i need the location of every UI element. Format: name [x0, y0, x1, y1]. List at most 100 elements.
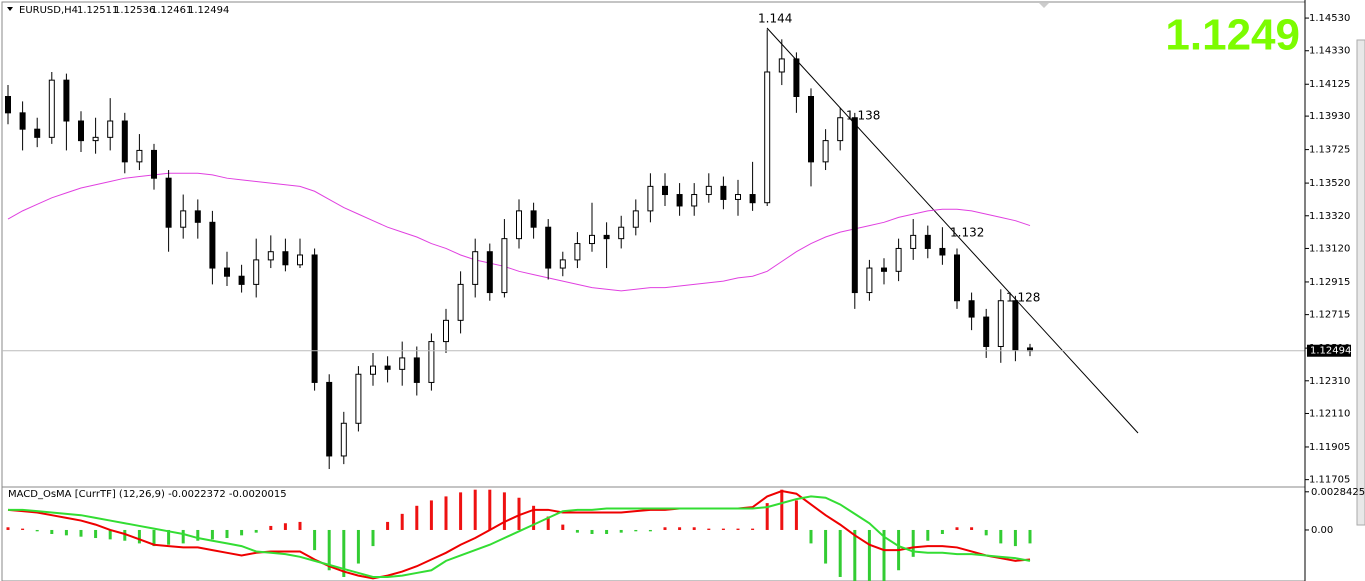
histogram-bar [517, 497, 521, 530]
candle-body [165, 177, 172, 228]
current-price-label: 1.12494 [1310, 346, 1351, 357]
candle-body [282, 251, 289, 266]
y-tick-label: 1.14125 [1309, 79, 1350, 90]
histogram-bar [794, 500, 798, 530]
y-tick-label: 1.14330 [1309, 46, 1350, 57]
candle-body [968, 300, 975, 318]
histogram-bar [663, 527, 667, 530]
y-tick-label: 0.00 [1311, 525, 1333, 536]
histogram-bar [853, 529, 857, 581]
histogram-bar [356, 529, 360, 564]
histogram-bar [532, 505, 536, 530]
histogram-bar [838, 529, 842, 577]
quote-open: 1.12511 [77, 5, 118, 16]
candle-body [48, 79, 55, 138]
histogram-bar [1028, 529, 1032, 544]
candle-body [603, 234, 610, 240]
candle-body [384, 365, 391, 370]
candle-body [399, 357, 406, 370]
histogram-bar [546, 516, 550, 530]
shift-marker [1039, 3, 1049, 8]
histogram-bar [1013, 529, 1017, 547]
candle-body [632, 210, 639, 228]
histogram-bar [386, 521, 390, 530]
candle-body [837, 117, 844, 142]
annotation: 1.138 [846, 109, 880, 123]
histogram-bar [225, 529, 229, 539]
histogram-bar [984, 529, 988, 536]
histogram-bar [867, 529, 871, 581]
menu-arrow[interactable] [7, 7, 13, 11]
candle-body [983, 316, 990, 347]
candle-body [78, 120, 84, 142]
macd-line [7, 489, 1031, 580]
candle-body [676, 194, 683, 207]
moving-average [7, 172, 1031, 292]
annotation: 1.144 [758, 12, 792, 26]
candle-body [457, 283, 464, 321]
histogram-bar [940, 529, 944, 534]
candle-body [808, 95, 814, 163]
macd-line [8, 495, 1031, 578]
scrollbar[interactable] [1356, 39, 1365, 526]
histogram-bar [240, 529, 244, 536]
y-tick-label: 1.12310 [1309, 376, 1350, 387]
candle-body [545, 226, 552, 269]
histogram-bar [152, 529, 156, 547]
histogram-bar [64, 529, 68, 536]
candle-body [1012, 300, 1019, 351]
histogram-bar [809, 529, 813, 544]
annotation: 1.128 [1006, 291, 1040, 305]
histogram-bar [955, 527, 959, 530]
y-tick-label: 1.12715 [1309, 310, 1350, 321]
candle-body [267, 251, 274, 261]
histogram-bar [692, 527, 696, 530]
candle-body [209, 221, 216, 269]
histogram-bar [502, 492, 506, 530]
histogram-bar [210, 529, 214, 540]
histogram-bar [108, 529, 112, 540]
histogram-bar [721, 528, 725, 530]
histogram-bar [605, 529, 609, 534]
trendline [766, 27, 1139, 434]
candle-body [472, 251, 479, 285]
candle-body [311, 254, 318, 383]
candle-body [194, 210, 201, 223]
histogram-bar [911, 529, 915, 557]
candle-body [764, 71, 771, 204]
histogram-bar [94, 529, 98, 539]
candle-body [326, 381, 333, 457]
quote-low: 1.12461 [151, 5, 192, 16]
macd-title: MACD_OsMA [CurrTF] (12,26,9) -0.0022372 … [8, 489, 287, 500]
candle-body [881, 267, 887, 272]
histogram-bar [736, 528, 740, 530]
candle-body [121, 120, 128, 163]
histogram-bar [400, 513, 404, 530]
y-tick-label: 1.14530 [1309, 13, 1350, 24]
candle-body [866, 267, 873, 294]
histogram-bar [371, 529, 375, 547]
histogram-bar [50, 529, 54, 534]
histogram-bar [167, 529, 171, 545]
histogram-bar [327, 529, 331, 571]
candle-body [705, 185, 712, 196]
histogram-bar [765, 503, 769, 530]
candle-body [340, 422, 347, 457]
candle-body [822, 140, 829, 163]
histogram-bar [926, 529, 930, 541]
histogram-bar [707, 528, 711, 530]
histogram-bar [35, 529, 39, 532]
candle-body [691, 194, 698, 207]
candle-body [910, 234, 917, 249]
histogram-bar [780, 489, 784, 530]
candle-body [851, 117, 858, 294]
histogram-bar [415, 505, 419, 530]
histogram-bar [21, 528, 25, 530]
histogram-bar [123, 529, 127, 541]
candle-body [793, 58, 800, 97]
histogram-bar [561, 524, 565, 530]
candle-body [895, 247, 902, 272]
histogram-bar [634, 529, 638, 532]
histogram-bar [196, 529, 200, 541]
